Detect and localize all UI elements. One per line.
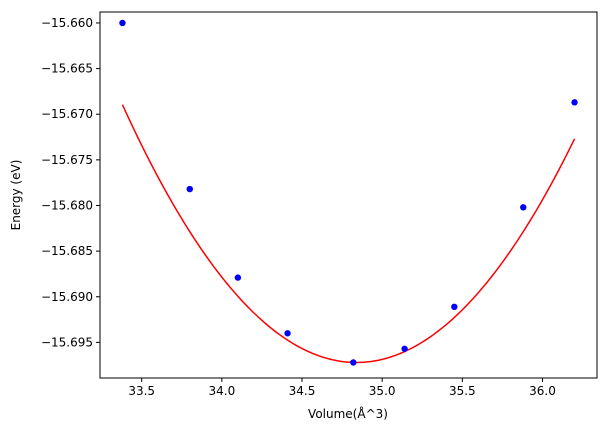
y-axis-label: Energy (eV) <box>9 160 23 231</box>
x-tick-label: 35.0 <box>369 384 396 398</box>
data-point <box>520 204 527 211</box>
x-axis-label: Volume(Å^3) <box>308 406 388 421</box>
data-point <box>119 19 126 27</box>
y-tick-label: −15.685 <box>41 244 93 258</box>
y-tick-label: −15.675 <box>41 153 93 167</box>
x-tick-label: 33.5 <box>128 384 155 398</box>
data-point <box>186 185 193 193</box>
x-tick-label: 34.0 <box>208 384 235 398</box>
fit-curve-layer <box>121 104 576 364</box>
y-tick-label: −15.670 <box>41 107 93 121</box>
data-point <box>284 330 291 337</box>
y-tick-label: −15.695 <box>41 335 93 349</box>
data-point <box>234 274 242 281</box>
y-tick-label: −15.690 <box>41 290 93 304</box>
x-tick-label: 35.5 <box>449 384 476 398</box>
x-tick-label: 36.0 <box>529 384 556 398</box>
data-point <box>350 359 357 366</box>
fit-curve <box>121 104 576 364</box>
data-points-layer <box>119 19 578 366</box>
y-tick-label: −15.680 <box>41 198 93 212</box>
y-tick-label: −15.665 <box>41 62 93 76</box>
x-axis: 33.5 34.0 34.5 35.0 35.5 36.0 <box>128 378 556 398</box>
y-axis: −15.660 −15.665 −15.670 −15.675 −15.680 −15.6… <box>41 16 100 349</box>
x-tick-label: 34.5 <box>289 384 316 398</box>
plot-frame <box>99 11 598 379</box>
data-point <box>451 303 458 311</box>
y-tick-label: −15.660 <box>41 16 93 30</box>
data-point <box>401 345 408 352</box>
data-point <box>571 99 578 106</box>
